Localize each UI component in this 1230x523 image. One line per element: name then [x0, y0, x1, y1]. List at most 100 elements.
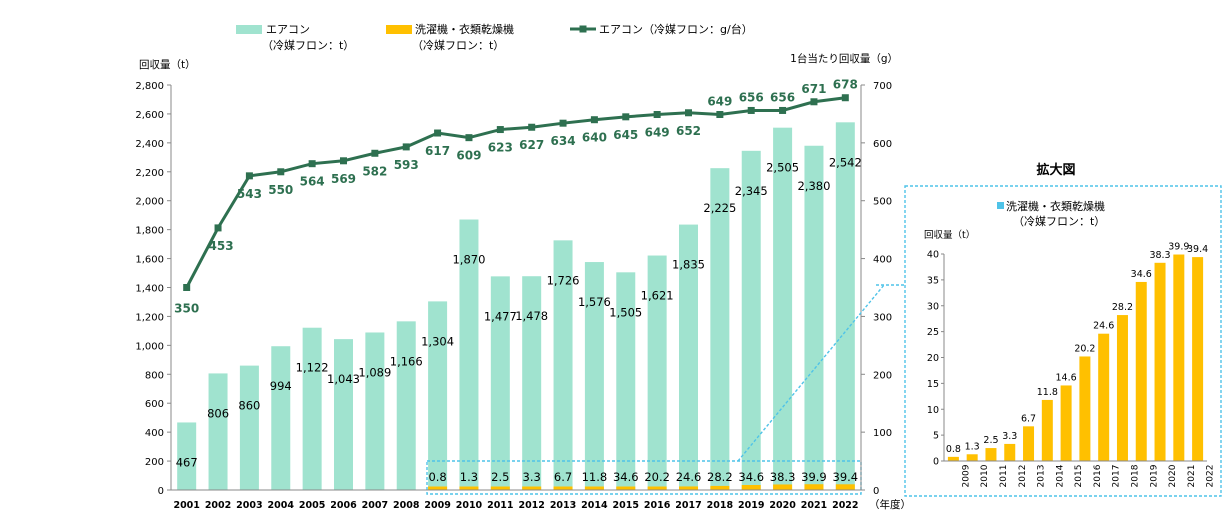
- x-tick-label: 2004: [268, 500, 295, 511]
- right-axis-title: 1台当たり回収量（g）: [790, 52, 898, 65]
- inset-y-tick-label: 5: [933, 431, 939, 442]
- line-point-label: 569: [331, 172, 356, 186]
- line-point-label: 678: [833, 78, 858, 92]
- x-tick-label: 2017: [675, 500, 701, 511]
- aircon-bar-label: 1,870: [452, 253, 485, 267]
- y-tick-label: 200: [145, 457, 164, 468]
- inset-chart-axes: 0 5 10 15 20 25 30 35 40 2009 2010 2011 2012 2013 2014…: [927, 250, 1216, 488]
- aircon-bar: [271, 346, 291, 490]
- line-point-label: 623: [488, 141, 513, 155]
- aircon-bar: [177, 422, 197, 490]
- aircon-bar: [365, 332, 385, 490]
- aircon-bar: [773, 127, 793, 490]
- line-point: [810, 98, 818, 106]
- inset-x-tick-label: 2014: [1055, 464, 1065, 487]
- legend-label-aircon: エアコン （冷媒フロン：t）: [262, 23, 354, 52]
- line-point: [340, 157, 347, 165]
- aircon-bar: [584, 262, 604, 490]
- inset-bar: [1079, 356, 1091, 461]
- x-tick-label: 2007: [362, 500, 388, 511]
- inset-bar-label: 24.6: [1093, 321, 1114, 332]
- aircon-bar-label: 1,505: [609, 305, 642, 319]
- inset-bar-label: 28.2: [1112, 302, 1133, 313]
- line-point-label: 350: [174, 302, 199, 316]
- inset-x-tick-label: 2010: [980, 464, 990, 487]
- aircon-bar-label: 1,477: [484, 309, 517, 323]
- line-point: [779, 106, 787, 114]
- inset-x-tick-label: 2016: [1093, 464, 1103, 487]
- aircon-bar: [490, 276, 510, 490]
- x-tick-label: 2021: [801, 500, 827, 511]
- line-point-label: 634: [551, 134, 576, 148]
- washer-bar-label: 2.5: [491, 470, 509, 484]
- inset-bar-label: 39.4: [1187, 244, 1208, 255]
- aircon-bar-label: 1,576: [578, 295, 611, 309]
- line-point-label: 550: [268, 183, 293, 197]
- washer-bar-label: 1.3: [460, 470, 478, 484]
- inset-bar-label: 14.6: [1056, 372, 1077, 383]
- line-point-label: 582: [362, 164, 387, 178]
- washer-bar-labels: 0.8 1.3 2.5 3.3 6.7 11.8 34.6 20.2 24.6 28.2 34.6 3…: [428, 470, 858, 484]
- aircon-bar: [302, 327, 322, 490]
- inset-frame: [904, 185, 1222, 497]
- x-tick-label: 2008: [393, 500, 420, 511]
- x-tick-label: 2022: [832, 500, 858, 511]
- line-point-label: 543: [237, 187, 262, 201]
- x-tick-label: 2020: [769, 500, 796, 511]
- y-tick-label: 2,200: [135, 168, 164, 179]
- washer-bar: [647, 486, 667, 490]
- line-point: [465, 134, 473, 142]
- y-tick-label: 2,400: [135, 139, 164, 150]
- washer-bar-label: 39.4: [833, 470, 859, 484]
- washer-bar-label: 20.2: [644, 470, 670, 484]
- legend-label-line: エアコン（冷媒フロン：g/台）: [599, 22, 753, 36]
- y-tick-label: 600: [145, 399, 164, 410]
- inset-x-tick-label: 2021: [1187, 465, 1197, 488]
- inset-bar: [1004, 443, 1016, 461]
- inset-y-tick-label: 0: [933, 457, 939, 468]
- y2-tick-label: 400: [873, 255, 892, 266]
- washer-bar-label: 34.6: [613, 470, 639, 484]
- washer-bar: [804, 484, 824, 490]
- aircon-bars: [177, 122, 855, 490]
- inset-bar: [966, 454, 978, 461]
- aircon-bar: [647, 255, 667, 490]
- y2-tick-label: 0: [873, 486, 879, 497]
- inset-x-tick-label: 2009: [961, 464, 971, 487]
- x-tick-label: 2012: [518, 500, 544, 511]
- y-tick-label: 2,800: [135, 81, 164, 92]
- aircon-bar-label: 1,089: [358, 365, 391, 379]
- inset-bar: [947, 456, 959, 461]
- aircon-bar-label: 2,225: [703, 201, 736, 215]
- aircon-bar: [334, 339, 353, 490]
- aircon-bar: [396, 321, 416, 490]
- washer-bars: [428, 484, 855, 490]
- inset-x-tick-label: 2013: [1037, 465, 1047, 488]
- washer-bar-label: 24.6: [676, 470, 702, 484]
- washer-bar-label: 38.3: [770, 470, 796, 484]
- x-tick-label: 2003: [236, 500, 262, 511]
- washer-bar: [710, 485, 730, 490]
- washer-bar-label: 6.7: [554, 470, 572, 484]
- line-point: [496, 126, 504, 134]
- line-point-label: 617: [425, 144, 450, 158]
- line-point: [214, 224, 222, 232]
- aircon-bar-label: 1,043: [327, 372, 360, 386]
- line-point: [747, 106, 755, 114]
- line-point: [308, 160, 316, 168]
- line-point-label: 564: [300, 175, 325, 189]
- x-tick-label: 2005: [299, 500, 325, 511]
- y-tick-label: 1,400: [135, 284, 164, 295]
- inset-bar-label: 38.3: [1149, 250, 1170, 261]
- inset-axis-title: 回収量（t）: [924, 229, 975, 241]
- washer-bar-label: 0.8: [428, 470, 446, 484]
- aircon-bar-label: 467: [176, 455, 198, 469]
- y2-tick-label: 300: [873, 312, 892, 323]
- y2-tick-label: 200: [873, 370, 892, 381]
- aircon-bar: [459, 219, 479, 490]
- line-point: [841, 94, 849, 102]
- washer-bar-label: 11.8: [582, 470, 608, 484]
- inset-title: 拡大図: [1036, 162, 1075, 178]
- x-tick-label: 2011: [487, 500, 513, 511]
